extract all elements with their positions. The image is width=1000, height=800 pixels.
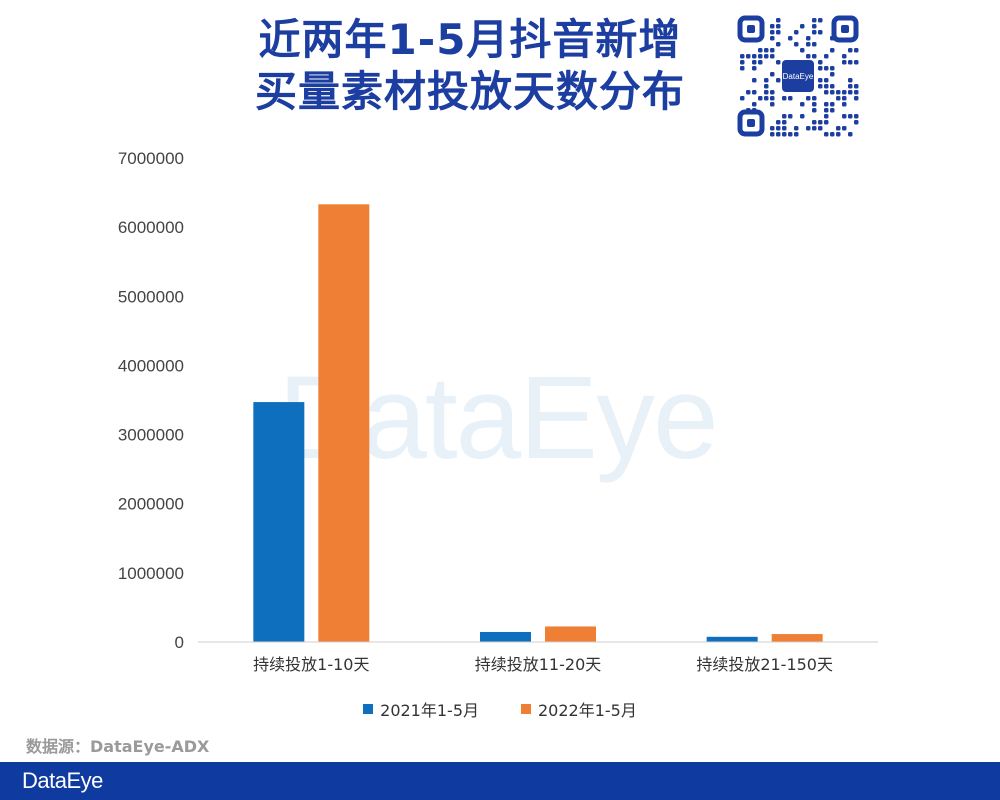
legend-label-2022: 2022年1-5月 <box>538 701 637 720</box>
y-tick-label: 5000000 <box>118 287 184 306</box>
legend-item-2022: 2022年1-5月 <box>521 697 637 721</box>
y-tick-label: 2000000 <box>118 495 184 514</box>
chart-title: 近两年1-5月抖音新增 买量素材投放天数分布 <box>0 14 940 118</box>
x-axis: 持续投放1-10天 持续投放11-20天 持续投放21-150天 <box>253 655 833 674</box>
bar-2021-1 <box>253 402 305 642</box>
y-tick-label: 0 <box>175 633 184 652</box>
qr-code-icon: DataEye <box>736 14 860 138</box>
footer-logo: DataEye <box>22 768 103 793</box>
qr-center-label: DataEye <box>783 72 814 81</box>
footer-bar: DataEye <box>0 762 1000 800</box>
bar-2021-2 <box>480 631 531 642</box>
bar-2021-3 <box>706 636 758 642</box>
x-tick-label: 持续投放21-150天 <box>696 655 833 674</box>
title-line-2: 买量素材投放天数分布 <box>254 67 685 116</box>
data-source-note: 数据源：DataEye-ADX <box>26 737 210 756</box>
bar-2022-2 <box>545 626 596 642</box>
y-tick-label: 7000000 <box>118 149 184 168</box>
y-tick-label: 6000000 <box>118 218 184 237</box>
legend-item-2021: 2021年1-5月 <box>363 697 479 721</box>
legend-label-2021: 2021年1-5月 <box>380 701 479 720</box>
y-tick-label: 3000000 <box>118 426 184 445</box>
legend-swatch-2021 <box>363 704 374 714</box>
bars <box>253 204 823 642</box>
bar-2022-3 <box>771 634 823 642</box>
legend: 2021年1-5月 2022年1-5月 <box>0 697 1000 721</box>
x-tick-label: 持续投放11-20天 <box>475 655 602 674</box>
x-tick-label: 持续投放1-10天 <box>253 655 369 674</box>
y-tick-label: 4000000 <box>118 356 184 375</box>
y-axis: 0 1000000 2000000 3000000 4000000 5000000 6000… <box>118 149 184 652</box>
legend-swatch-2022 <box>521 704 531 714</box>
bar-2022-1 <box>318 204 370 642</box>
y-tick-label: 1000000 <box>118 564 184 583</box>
title-line-1: 近两年1-5月抖音新增 <box>258 15 682 64</box>
